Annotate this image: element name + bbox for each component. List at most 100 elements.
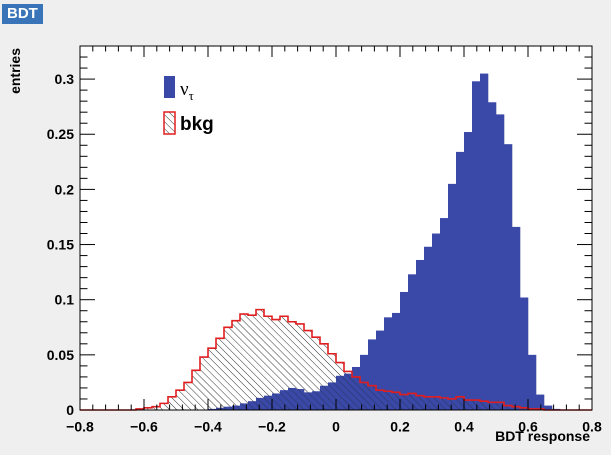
- overlap-bar: [480, 401, 489, 410]
- overlap-bar: [448, 398, 457, 410]
- signal-bar: [488, 102, 497, 410]
- signal-bar: [512, 226, 521, 410]
- bkg-bar: [224, 327, 232, 410]
- y-tick-label: 0.2: [55, 181, 75, 197]
- overlap-bar: [288, 387, 297, 410]
- x-axis-title: BDT response: [495, 428, 590, 444]
- signal-bar: [400, 291, 409, 410]
- bkg-bar: [200, 357, 208, 410]
- x-tick-label: −0.6: [130, 418, 158, 434]
- bkg-bar: [288, 321, 296, 410]
- legend-swatch-signal: [164, 76, 175, 98]
- legend: ντ bkg: [163, 76, 214, 135]
- overlap-bar: [264, 395, 273, 410]
- overlap-bar: [384, 391, 393, 410]
- overlap-bar: [376, 390, 385, 410]
- x-tick-label: 0: [332, 418, 340, 434]
- overlap-bar: [408, 393, 417, 410]
- bkg-bar: [264, 316, 272, 410]
- overlap-bar: [256, 397, 265, 410]
- bkg-bar: [328, 353, 336, 410]
- x-tick-label: −0.4: [194, 418, 222, 434]
- signal-bar: [528, 354, 537, 410]
- bkg-bar: [192, 370, 200, 410]
- overlap-bar: [320, 385, 329, 410]
- overlap-bar: [280, 390, 289, 410]
- bkg-outline: [80, 308, 592, 411]
- signal-bar: [424, 246, 433, 410]
- overlap-bar: [496, 402, 505, 410]
- bkg-bar: [280, 316, 288, 410]
- bkg-bar: [272, 319, 280, 410]
- overlap-bar: [208, 408, 217, 410]
- legend-label-signal: ντ: [180, 79, 194, 103]
- bkg-bar: [168, 396, 176, 410]
- overlap-bar: [216, 407, 225, 410]
- overlap-bar: [240, 403, 249, 410]
- overlap-bar: [344, 373, 353, 410]
- bkg-bar: [144, 407, 152, 410]
- overlap-bar: [272, 393, 281, 410]
- overlap-bar: [312, 391, 321, 410]
- y-tick-label: 0.05: [47, 347, 74, 363]
- signal-bar: [504, 144, 513, 410]
- overlap-bar: [440, 397, 449, 410]
- x-tick-label: −0.2: [258, 418, 286, 434]
- legend-swatch-bkg: [163, 111, 176, 135]
- bkg-bar: [184, 382, 192, 410]
- signal-bar: [368, 339, 377, 410]
- signal-bar: [384, 317, 393, 410]
- overlap-bar: [368, 385, 377, 410]
- overlap-bar: [424, 396, 433, 410]
- signal-bar: [464, 132, 473, 410]
- signal-bar: [448, 183, 457, 410]
- bkg-bar: [320, 343, 328, 410]
- overlap-bar: [392, 392, 401, 410]
- bkg-bar: [160, 403, 168, 410]
- overlap-bar: [432, 396, 441, 410]
- overlap-bar: [336, 375, 345, 410]
- chart-badge: BDT: [2, 4, 43, 24]
- bkg-bar: [312, 337, 320, 410]
- bkg-bar: [152, 406, 160, 410]
- bkg-bar: [248, 315, 256, 410]
- bkg-bar: [296, 323, 304, 410]
- x-tick-label: 0.2: [390, 418, 410, 434]
- overlap-bar: [248, 401, 257, 410]
- overlap-bar: [352, 376, 361, 410]
- bkg-bar: [256, 309, 264, 410]
- bkg-bar: [208, 348, 216, 410]
- bkg-bar: [232, 320, 240, 410]
- overlap-bar: [360, 382, 369, 410]
- signal-bar: [392, 312, 401, 410]
- y-axis-title: entries: [7, 48, 23, 94]
- signal-bar: [376, 330, 385, 410]
- signal-bar: [408, 274, 417, 410]
- overlap-bar: [456, 396, 465, 410]
- overlap-bar: [504, 405, 513, 410]
- signal-bar: [472, 81, 481, 410]
- bkg-bar: [176, 390, 184, 410]
- overlap-bar: [416, 395, 425, 410]
- y-tick-label: 0.3: [55, 71, 75, 87]
- overlap-bar: [296, 389, 305, 410]
- signal-bar: [520, 297, 529, 410]
- x-tick-label: 0.4: [454, 418, 474, 434]
- signal-bar: [536, 394, 545, 410]
- bkg-bar: [304, 330, 312, 410]
- x-tick-label: −0.8: [66, 418, 94, 434]
- overlap-bar: [328, 382, 337, 410]
- bkg-bar: [240, 314, 248, 410]
- overlap-bar: [464, 400, 473, 410]
- y-tick-label: 0.1: [55, 292, 75, 308]
- overlap-bar: [472, 400, 481, 410]
- legend-label-bkg: bkg: [180, 114, 214, 135]
- signal-bar: [456, 151, 465, 410]
- overlap-bar: [224, 406, 233, 410]
- y-tick-label: 0.25: [47, 126, 74, 142]
- bkg-bar: [216, 338, 224, 410]
- signal-bar: [496, 114, 505, 410]
- signal-bar: [440, 218, 449, 410]
- signal-bar: [480, 73, 489, 410]
